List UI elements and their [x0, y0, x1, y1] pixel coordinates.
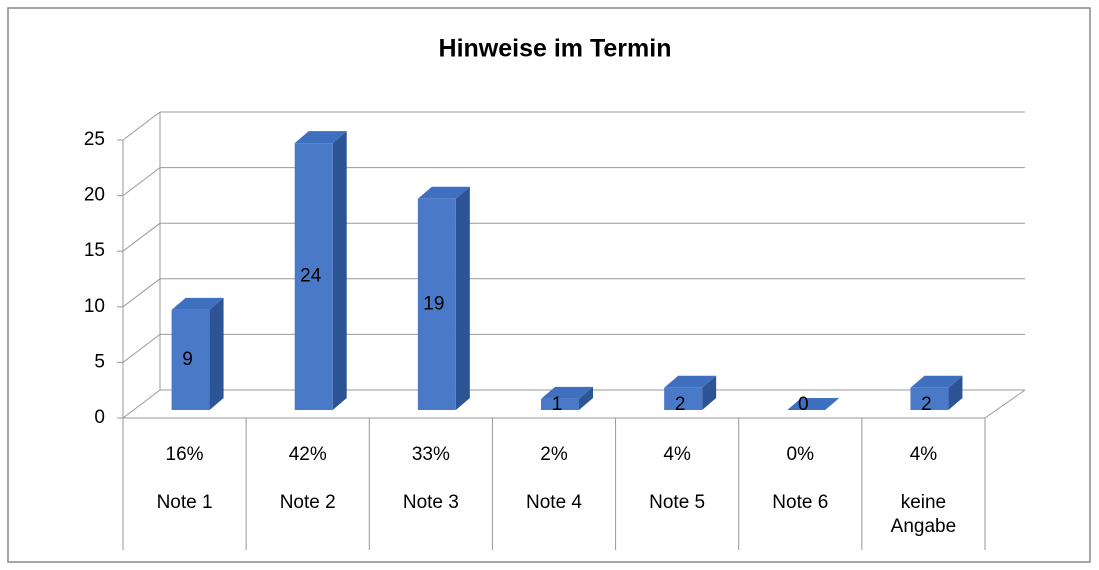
bar-front: [171, 309, 210, 410]
x-tick-label: Note 3: [402, 492, 459, 513]
bar-front: [541, 398, 579, 410]
bar: [787, 398, 840, 410]
percentage-label: 2%: [540, 444, 568, 465]
value-label: 2: [921, 394, 932, 415]
x-tick-label: Note 5: [649, 492, 706, 513]
bar: [171, 297, 224, 410]
y-tick-label: 10: [84, 296, 105, 317]
chart-border: [7, 7, 1091, 563]
bar-side: [702, 375, 717, 410]
bar-top: [541, 386, 593, 399]
percentage-label: 4%: [663, 444, 691, 465]
bar-top: [787, 398, 840, 410]
y-tick-label: 0: [94, 407, 105, 428]
bar-side: [579, 386, 593, 410]
floor-right: [984, 389, 1026, 419]
bar-top: [417, 186, 470, 199]
value-label: 9: [182, 349, 193, 370]
bar-top: [664, 375, 717, 388]
x-tick-label: Note 2: [279, 492, 336, 513]
x-tick-label: keine Angabe: [890, 492, 957, 537]
bar-top: [910, 375, 963, 388]
bar-front: [664, 387, 703, 410]
y-tick-label: 15: [84, 240, 105, 261]
bar: [664, 375, 717, 410]
bar: [541, 386, 593, 410]
percentage-label: 0%: [787, 444, 815, 465]
bar: [417, 186, 470, 410]
grid-line: [122, 389, 161, 419]
percentage-label: 16%: [166, 444, 204, 465]
x-tick-label: Note 1: [156, 492, 213, 513]
bar: [294, 131, 347, 410]
bar-side: [455, 186, 470, 410]
y-tick-label: 5: [94, 351, 105, 372]
x-tick-label-box: Note 3: [402, 492, 459, 513]
grid-line: [122, 334, 161, 363]
y-tick-label: 20: [84, 185, 105, 206]
x-tick-label-box: Note 6: [772, 492, 829, 513]
x-tick-label-box: Note 5: [649, 492, 706, 513]
bar-side: [948, 375, 963, 410]
bar-side: [332, 131, 347, 410]
value-label: 24: [300, 266, 322, 287]
x-tick-label: Note 4: [526, 492, 582, 513]
x-tick-label-box: keine Angabe: [890, 492, 957, 537]
value-label: 1: [552, 394, 563, 415]
grid-line: [122, 222, 161, 252]
x-tick-label-box: Note 4: [526, 492, 582, 513]
chart-title: Hinweise im Termin: [439, 35, 672, 63]
bar-front: [417, 198, 456, 410]
percentage-label: 4%: [910, 444, 938, 465]
bar-side: [209, 297, 224, 410]
grid-line: [122, 167, 161, 196]
value-label: 19: [423, 293, 444, 314]
grid-line: [122, 278, 161, 308]
grid-line: [122, 111, 161, 141]
x-tick-label: Note 6: [772, 492, 829, 513]
value-label: 0: [798, 394, 809, 415]
bar-top: [171, 297, 224, 310]
bar: [910, 375, 963, 410]
x-tick-label-box: Note 1: [156, 492, 213, 513]
bar-front: [910, 387, 949, 410]
value-label: 2: [675, 394, 686, 415]
bar-front: [294, 143, 333, 410]
percentage-label: 42%: [289, 444, 327, 465]
y-tick-label: 25: [84, 129, 105, 150]
x-tick-label-box: Note 2: [279, 492, 336, 513]
percentage-label: 33%: [412, 444, 450, 465]
bar-top: [294, 131, 347, 144]
